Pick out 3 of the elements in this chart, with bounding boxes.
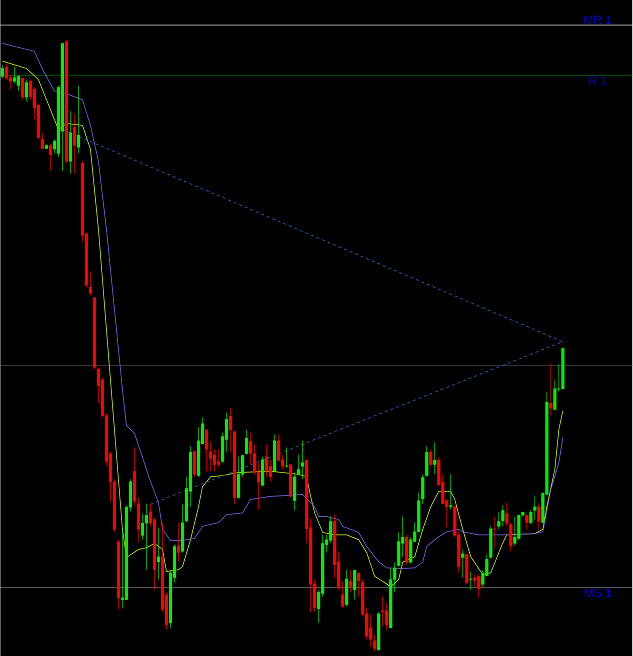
ref-line-label: MR 1	[584, 16, 612, 24]
ref-line-label: R 1	[589, 76, 606, 85]
ref-line-label: MS 1	[584, 588, 612, 598]
